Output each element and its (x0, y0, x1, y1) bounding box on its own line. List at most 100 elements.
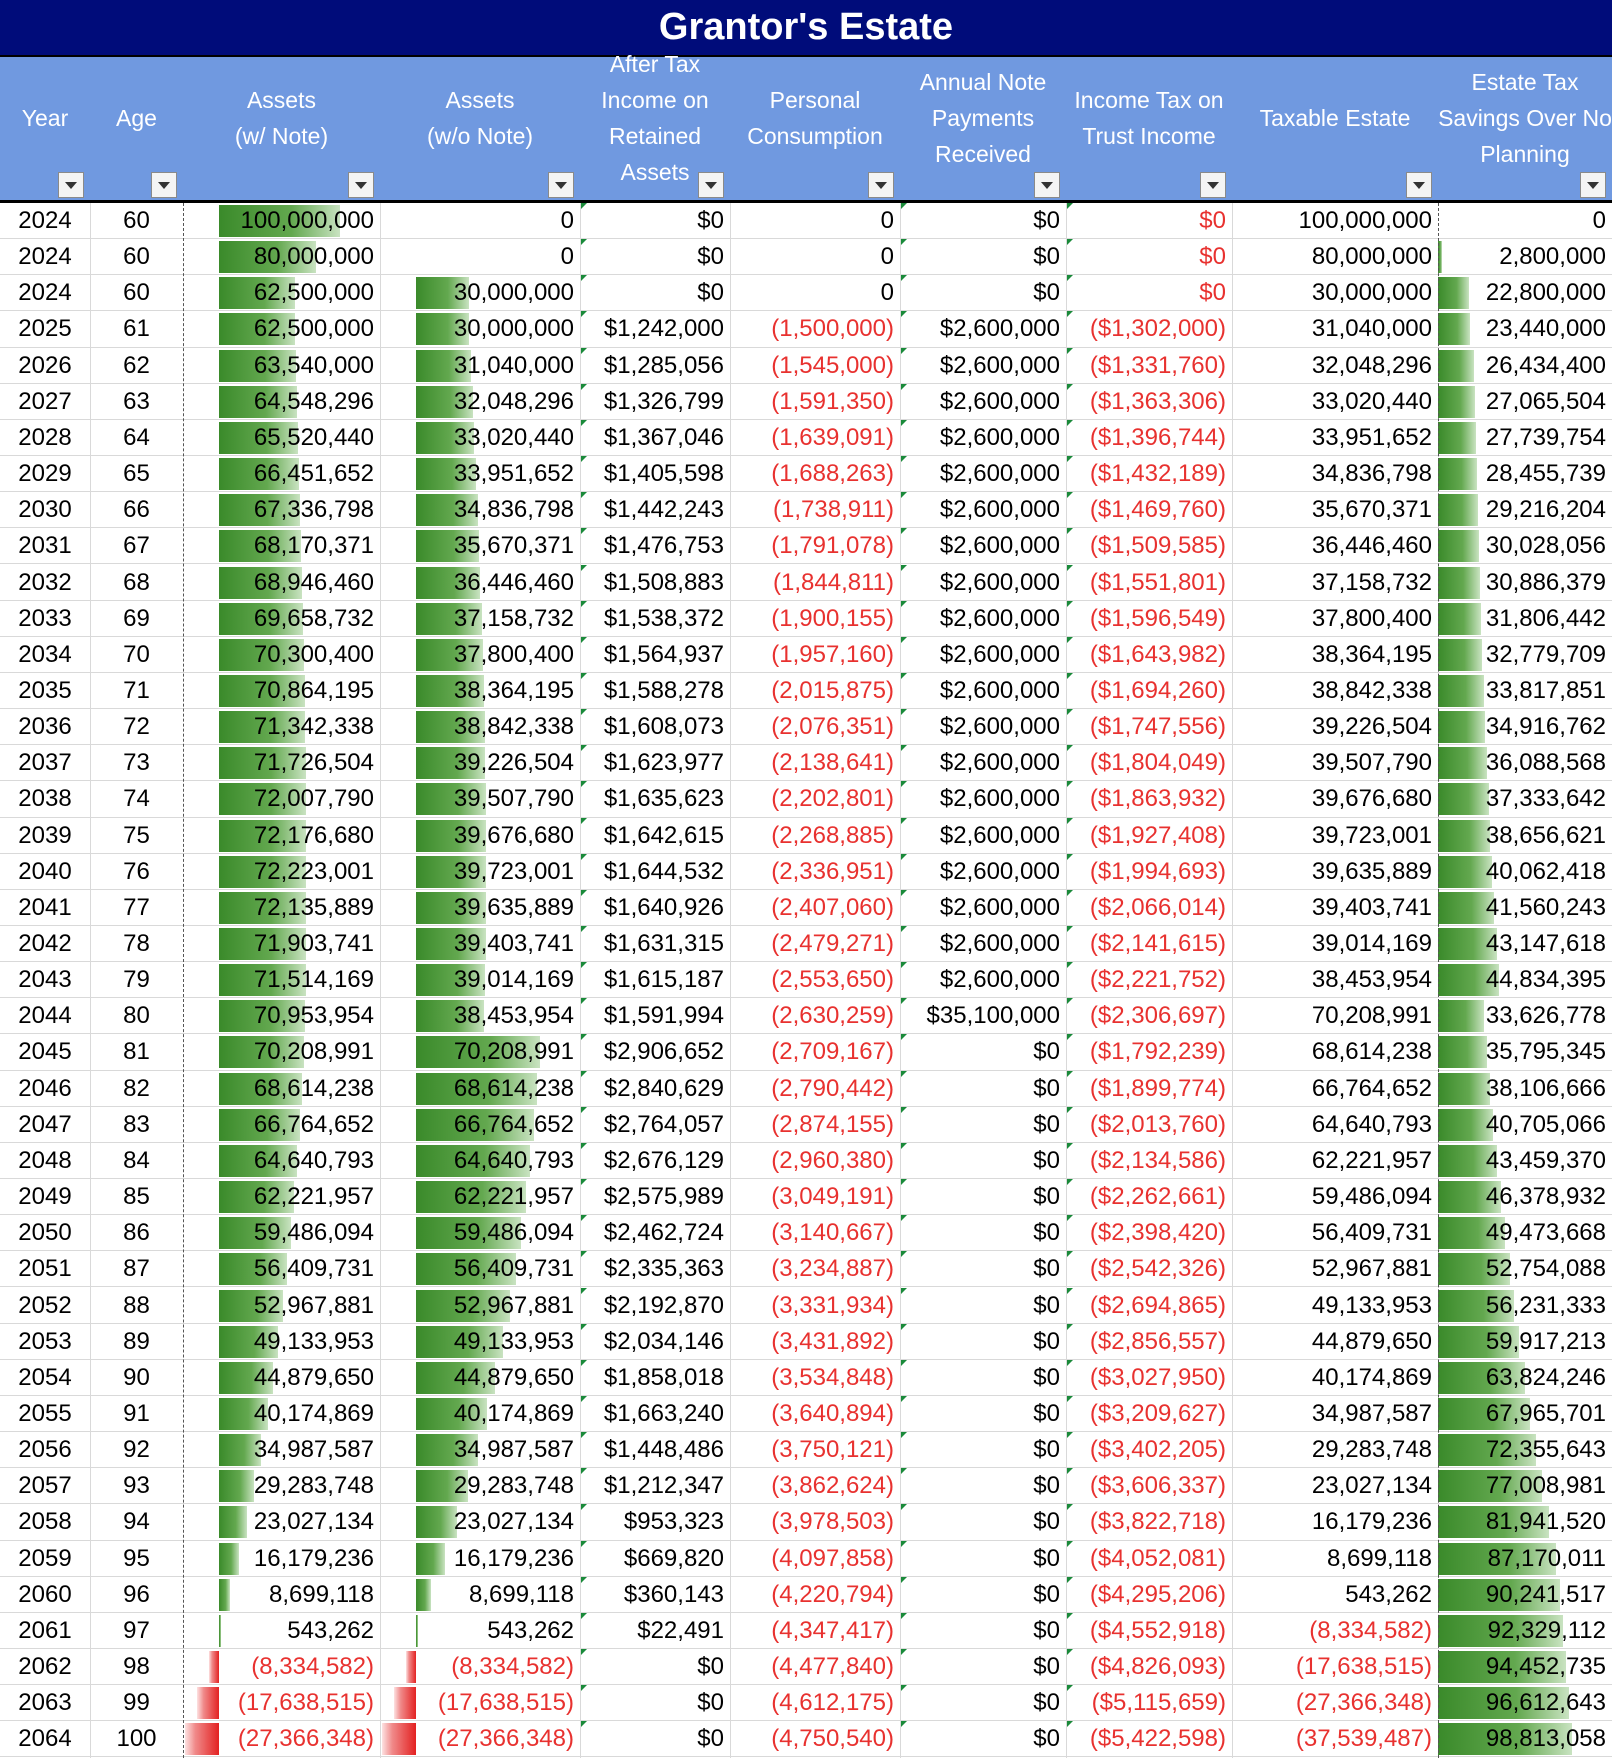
cell-assets-no-note[interactable]: 68,614,238 (380, 1071, 580, 1107)
cell-assets-note[interactable]: 70,864,195 (183, 673, 380, 709)
cell-age[interactable]: 70 (90, 637, 183, 673)
cell-consumption[interactable]: (2,630,259) (730, 998, 900, 1034)
cell-income-tax[interactable]: ($1,331,760) (1066, 347, 1232, 384)
cell-assets-no-note[interactable]: 38,364,195 (380, 673, 580, 709)
cell-taxable-estate[interactable]: (37,539,487) (1232, 1721, 1438, 1757)
cell-consumption[interactable]: (2,407,060) (730, 890, 900, 926)
cell-consumption[interactable]: (3,049,191) (730, 1179, 900, 1215)
cell-after-tax[interactable]: $2,840,629 (580, 1070, 730, 1107)
cell-assets-note[interactable]: 71,726,504 (183, 745, 380, 781)
cell-after-tax[interactable]: $1,564,937 (580, 636, 730, 673)
cell-age[interactable]: 60 (90, 239, 183, 275)
cell-assets-no-note[interactable]: 37,800,400 (380, 637, 580, 673)
cell-taxable-estate[interactable]: 32,048,296 (1232, 348, 1438, 384)
cell-year[interactable]: 2034 (0, 637, 90, 673)
cell-assets-note[interactable]: 70,300,400 (183, 637, 380, 673)
cell-year[interactable]: 2051 (0, 1251, 90, 1287)
cell-note-payments[interactable]: $0 (900, 1215, 1066, 1251)
cell-after-tax[interactable]: $1,476,753 (580, 528, 730, 564)
cell-taxable-estate[interactable]: 8,699,118 (1232, 1541, 1438, 1577)
cell-year[interactable]: 2050 (0, 1215, 90, 1251)
cell-year[interactable]: 2058 (0, 1504, 90, 1540)
cell-savings[interactable]: 37,333,642 (1438, 781, 1612, 817)
cell-savings[interactable]: 32,779,709 (1438, 637, 1612, 673)
cell-assets-note[interactable]: 543,262 (183, 1613, 380, 1649)
cell-consumption[interactable]: (3,234,887) (730, 1251, 900, 1287)
cell-consumption[interactable]: (4,097,858) (730, 1541, 900, 1577)
cell-year[interactable]: 2044 (0, 998, 90, 1034)
cell-age[interactable]: 89 (90, 1324, 183, 1360)
cell-assets-no-note[interactable]: (8,334,582) (380, 1649, 580, 1685)
cell-savings[interactable]: 28,455,739 (1438, 456, 1612, 492)
cell-consumption[interactable]: (3,431,892) (730, 1324, 900, 1360)
cell-note-payments[interactable]: $0 (900, 1251, 1066, 1287)
cell-savings[interactable]: 2,800,000 (1438, 239, 1612, 275)
cell-consumption[interactable]: (1,844,811) (730, 565, 900, 601)
cell-age[interactable]: 69 (90, 601, 183, 637)
cell-assets-note[interactable]: 100,000,000 (183, 203, 380, 239)
cell-income-tax[interactable]: $0 (1066, 275, 1232, 311)
cell-taxable-estate[interactable]: 34,987,587 (1232, 1396, 1438, 1432)
filter-dropdown-icon[interactable] (868, 172, 894, 198)
cell-income-tax[interactable]: ($3,822,718) (1066, 1504, 1232, 1540)
cell-income-tax[interactable]: ($2,141,615) (1066, 926, 1232, 962)
cell-after-tax[interactable]: $2,335,363 (580, 1251, 730, 1287)
filter-dropdown-icon[interactable] (698, 172, 724, 198)
cell-after-tax[interactable]: $0 (580, 203, 730, 239)
cell-after-tax[interactable]: $1,591,994 (580, 998, 730, 1034)
cell-assets-note[interactable]: 71,342,338 (183, 709, 380, 745)
cell-taxable-estate[interactable]: 543,262 (1232, 1577, 1438, 1613)
cell-assets-note[interactable]: 68,946,460 (183, 565, 380, 601)
cell-after-tax[interactable]: $0 (580, 275, 730, 311)
cell-income-tax[interactable]: ($1,994,693) (1066, 853, 1232, 890)
cell-assets-no-note[interactable]: 62,221,957 (380, 1179, 580, 1215)
cell-assets-no-note[interactable]: 37,158,732 (380, 601, 580, 637)
cell-note-payments[interactable]: $0 (900, 1070, 1066, 1107)
cell-income-tax[interactable]: ($2,262,661) (1066, 1179, 1232, 1215)
cell-income-tax[interactable]: ($4,052,081) (1066, 1540, 1232, 1577)
cell-income-tax[interactable]: ($5,422,598) (1066, 1721, 1232, 1757)
cell-note-payments[interactable]: $2,600,000 (900, 781, 1066, 817)
cell-age[interactable]: 99 (90, 1685, 183, 1721)
cell-consumption[interactable]: (3,750,121) (730, 1432, 900, 1468)
cell-taxable-estate[interactable]: 56,409,731 (1232, 1215, 1438, 1251)
cell-consumption[interactable]: (4,477,840) (730, 1649, 900, 1685)
cell-assets-no-note[interactable]: 30,000,000 (380, 311, 580, 347)
cell-note-payments[interactable]: $2,600,000 (900, 528, 1066, 564)
cell-after-tax[interactable]: $1,405,598 (580, 456, 730, 492)
cell-assets-note[interactable]: 64,640,793 (183, 1143, 380, 1179)
cell-year[interactable]: 2042 (0, 926, 90, 962)
cell-after-tax[interactable]: $0 (580, 1685, 730, 1721)
cell-assets-note[interactable]: 62,500,000 (183, 311, 380, 347)
cell-assets-no-note[interactable]: 44,879,650 (380, 1360, 580, 1396)
cell-taxable-estate[interactable]: 40,174,869 (1232, 1360, 1438, 1396)
cell-after-tax[interactable]: $1,448,486 (580, 1432, 730, 1468)
cell-consumption[interactable]: (2,709,167) (730, 1034, 900, 1070)
cell-assets-no-note[interactable]: 0 (380, 239, 580, 275)
cell-assets-note[interactable]: 40,174,869 (183, 1396, 380, 1432)
cell-taxable-estate[interactable]: 39,676,680 (1232, 781, 1438, 817)
cell-assets-note[interactable]: (17,638,515) (183, 1685, 380, 1721)
cell-assets-no-note[interactable]: 29,283,748 (380, 1468, 580, 1504)
cell-assets-note[interactable]: 23,027,134 (183, 1504, 380, 1540)
cell-note-payments[interactable]: $2,600,000 (900, 347, 1066, 384)
cell-age[interactable]: 61 (90, 311, 183, 347)
cell-age[interactable]: 79 (90, 962, 183, 998)
cell-consumption[interactable]: (2,268,885) (730, 818, 900, 854)
cell-note-payments[interactable]: $0 (900, 1685, 1066, 1721)
cell-assets-note[interactable]: 59,486,094 (183, 1215, 380, 1251)
cell-savings[interactable]: 38,656,621 (1438, 818, 1612, 854)
cell-income-tax[interactable]: ($1,396,744) (1066, 419, 1232, 456)
cell-income-tax[interactable]: ($3,402,205) (1066, 1432, 1232, 1468)
cell-year[interactable]: 2029 (0, 456, 90, 492)
cell-income-tax[interactable]: ($1,804,049) (1066, 745, 1232, 781)
cell-consumption[interactable]: (3,140,667) (730, 1215, 900, 1251)
cell-income-tax[interactable]: ($1,363,306) (1066, 383, 1232, 420)
cell-income-tax[interactable]: ($2,221,752) (1066, 962, 1232, 998)
cell-after-tax[interactable]: $1,285,056 (580, 347, 730, 384)
cell-year[interactable]: 2059 (0, 1541, 90, 1577)
cell-assets-note[interactable]: (8,334,582) (183, 1649, 380, 1685)
cell-taxable-estate[interactable]: 52,967,881 (1232, 1251, 1438, 1287)
cell-taxable-estate[interactable]: (17,638,515) (1232, 1649, 1438, 1685)
cell-assets-note[interactable]: 72,007,790 (183, 781, 380, 817)
